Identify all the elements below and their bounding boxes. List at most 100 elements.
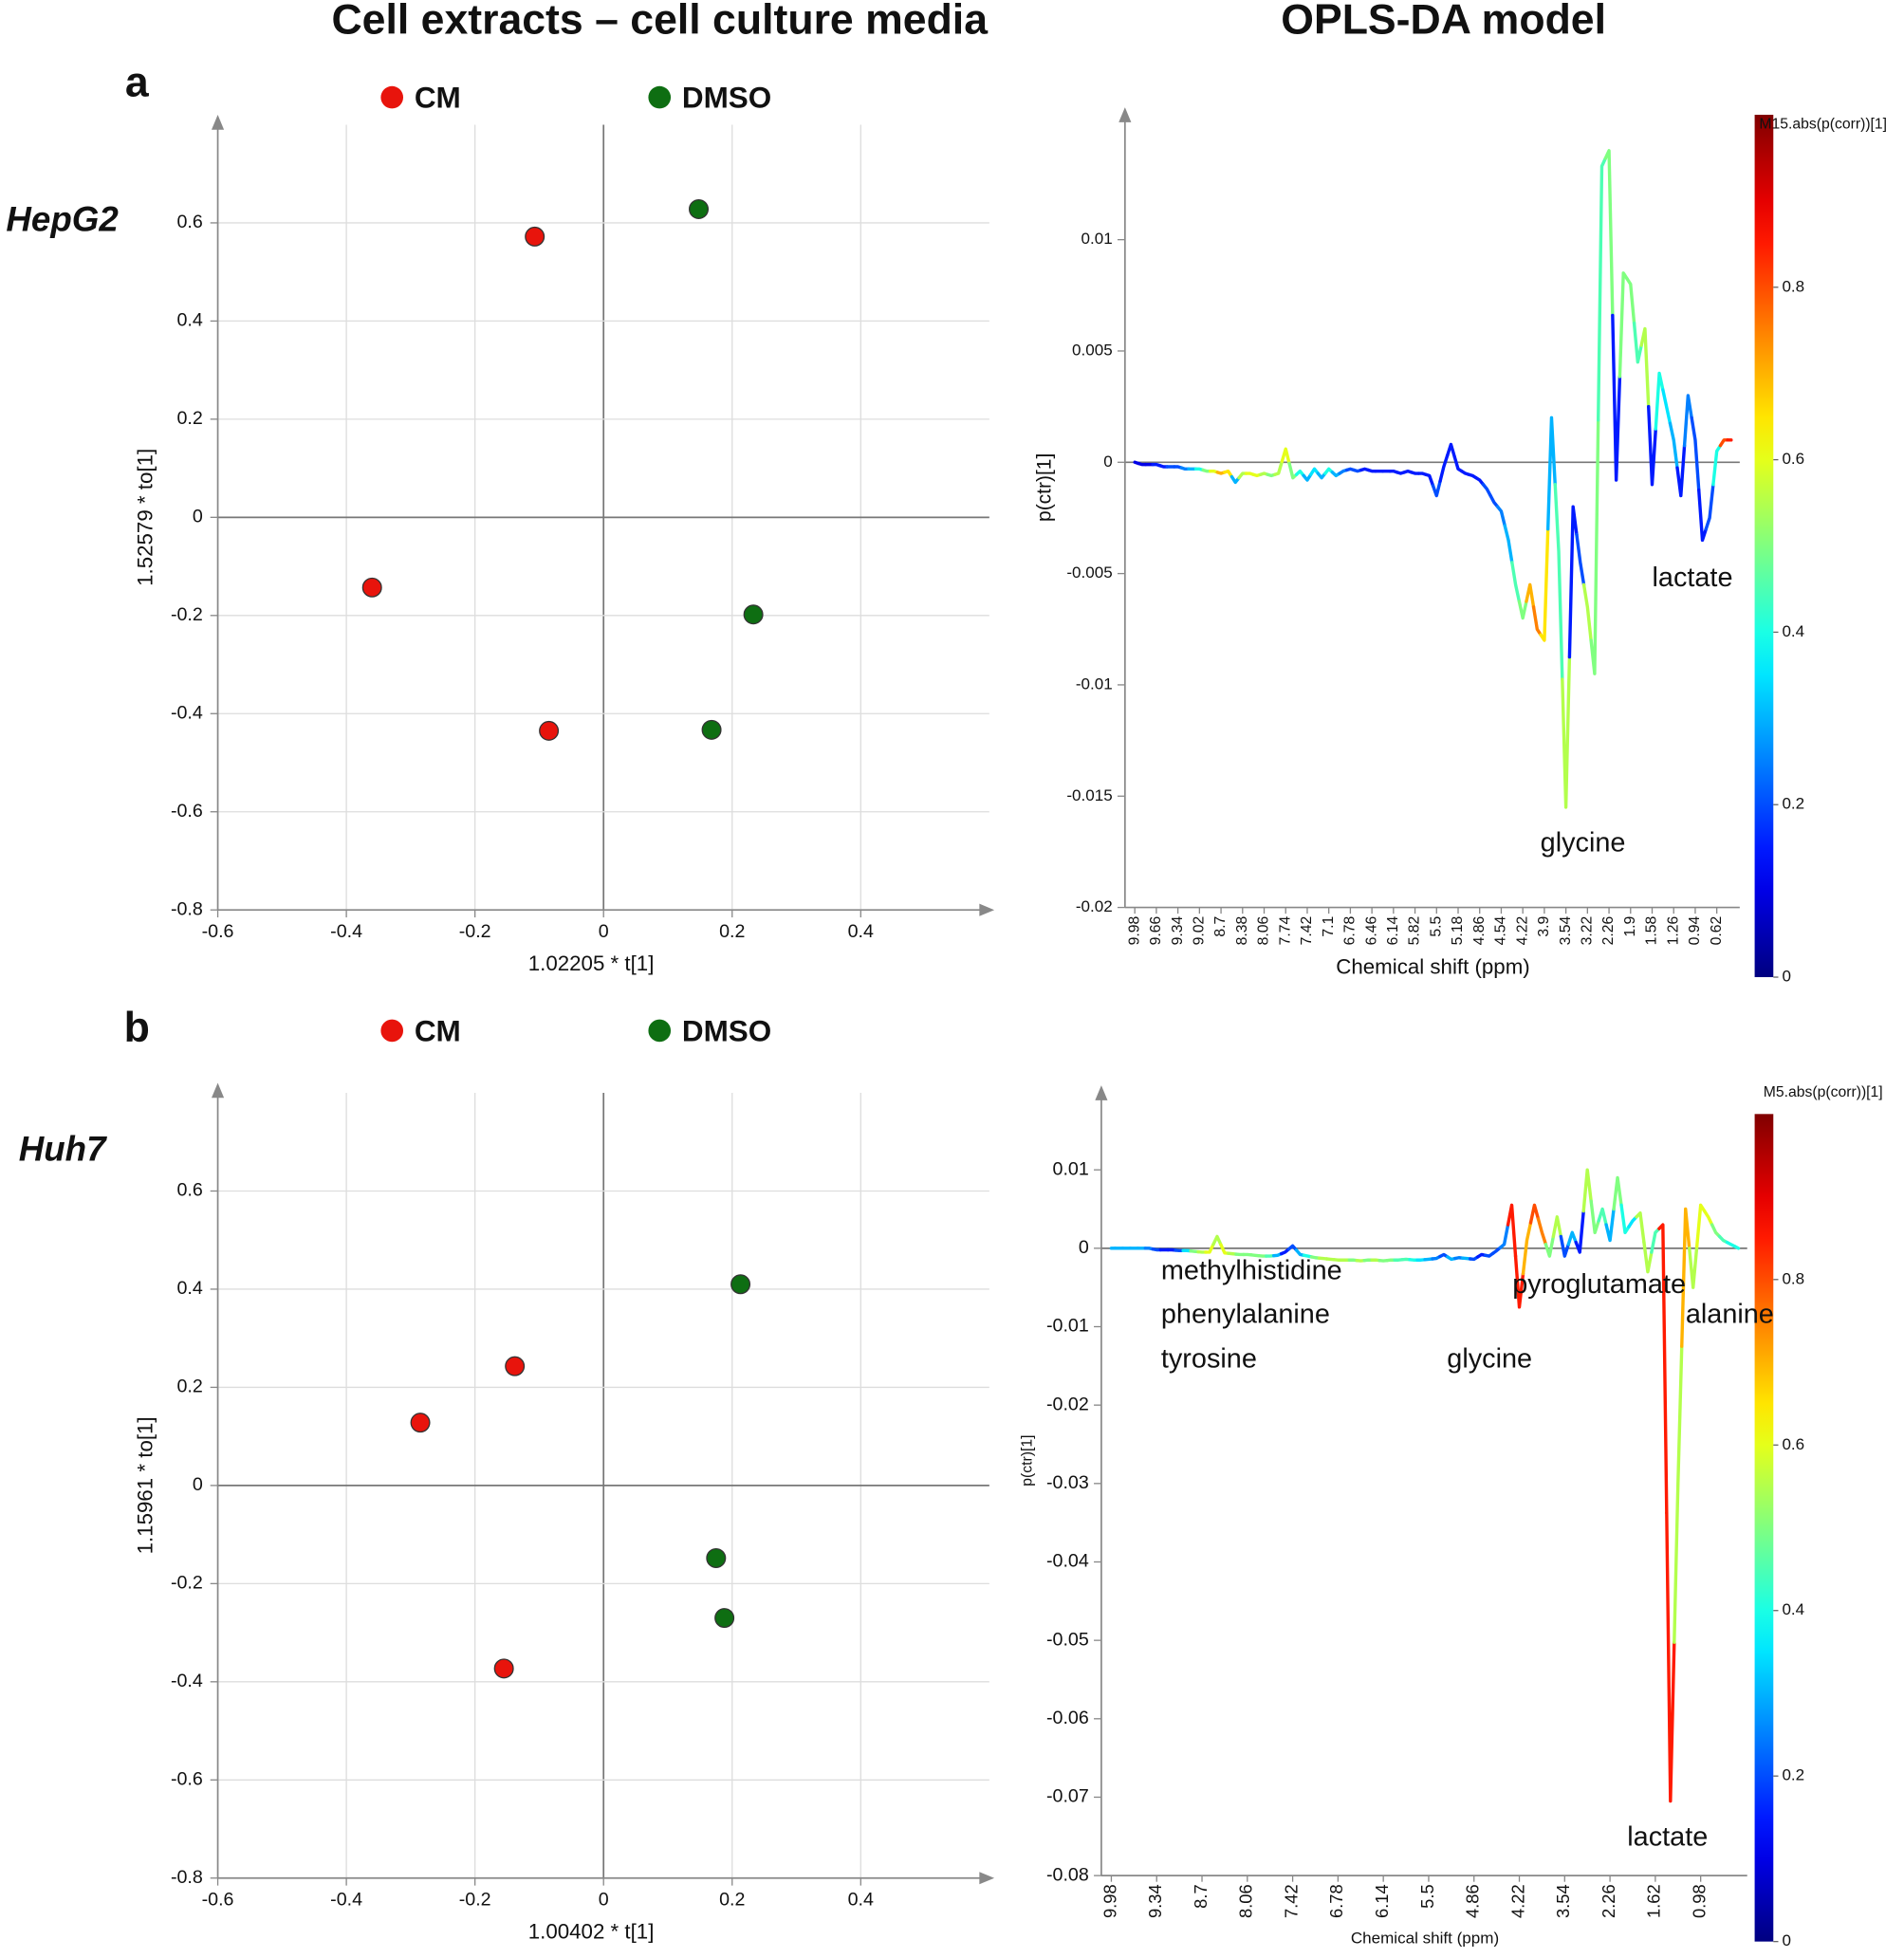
x-tick-label: 0	[599, 1890, 609, 1911]
x-tick-label: 2.26	[1600, 916, 1617, 946]
point	[525, 226, 545, 247]
spectrum-segment	[1452, 454, 1464, 473]
spectrum-segment	[1536, 1217, 1548, 1247]
x-axis-label: Chemical shift (ppm)	[1336, 955, 1529, 979]
x-tick-label: 5.5	[1417, 1884, 1437, 1909]
point	[539, 720, 560, 741]
spectrum-segment	[1680, 1207, 1691, 1348]
spectrum-segment	[1639, 326, 1651, 409]
right-title: OPLS-DA model	[1281, 0, 1606, 44]
y-tick-label: -0.015	[1066, 786, 1112, 804]
point	[706, 1547, 727, 1568]
spectrum-segment	[1673, 1344, 1684, 1644]
colorbar-tick-label: 0	[1782, 1931, 1790, 1949]
spectrum-segment	[1581, 582, 1593, 642]
x-tick-label: 8.7	[1191, 1884, 1211, 1909]
x-tick-label: 5.5	[1428, 916, 1444, 937]
spectrum-segment	[1431, 479, 1442, 498]
y-axis-label: p(ctr)[1]	[1033, 453, 1055, 522]
y-tick-label: 0.01	[1053, 1158, 1089, 1179]
x-tick-label: -0.2	[459, 1890, 491, 1911]
spectrum-segment	[1553, 483, 1564, 681]
spectrum-segment	[1675, 443, 1687, 498]
axis-arrow	[1118, 107, 1132, 122]
x-tick-label: 4.86	[1463, 1884, 1483, 1918]
x-tick-label: 3.9	[1536, 916, 1552, 937]
y-tick-label: -0.06	[1046, 1708, 1089, 1728]
y-tick-label: -0.04	[1046, 1551, 1089, 1572]
annotation: lactate	[1653, 563, 1733, 593]
point	[493, 1658, 514, 1679]
y-tick-label: -0.6	[171, 801, 203, 822]
panel-label: a	[125, 59, 150, 105]
spectrum-segment	[1581, 1168, 1593, 1213]
spectrum-segment	[1710, 1223, 1722, 1239]
spectrum-segment	[1279, 1247, 1291, 1256]
legend-marker	[648, 1019, 672, 1043]
x-tick-label: 9.34	[1170, 916, 1186, 946]
x-tick-label: 9.34	[1145, 1884, 1165, 1918]
spectrum-segment	[1474, 476, 1486, 487]
spectrum-segment	[1445, 442, 1456, 459]
x-tick-label: 9.02	[1192, 916, 1208, 946]
colorbar-tick-label: 0.6	[1782, 450, 1804, 468]
spectrum-segment	[1642, 1240, 1654, 1274]
x-tick-label: 7.42	[1299, 916, 1315, 946]
spectrum-segment	[1690, 416, 1701, 492]
y-tick-label: 0	[1079, 1237, 1089, 1258]
x-tick-label: 3.54	[1553, 1884, 1573, 1918]
y-tick-label: -0.05	[1046, 1629, 1089, 1650]
y-tick-label: -0.02	[1046, 1394, 1089, 1414]
y-axis-label: 1.52579 * to[1]	[134, 449, 157, 586]
x-axis-label: 1.00402 * t[1]	[528, 1919, 655, 1943]
y-tick-label: -0.03	[1046, 1472, 1089, 1493]
spectrum-segment	[1204, 1243, 1215, 1254]
y-tick-label: 0.005	[1072, 341, 1113, 359]
spectrum-segment	[1302, 472, 1313, 482]
x-tick-label: 0.2	[719, 921, 745, 942]
x-tick-label: 8.06	[1256, 916, 1272, 946]
spectrum-segment	[1688, 1245, 1699, 1289]
legend-label: DMSO	[682, 1014, 771, 1047]
spectrum-segment	[1567, 505, 1579, 659]
axis-arrow	[979, 903, 995, 916]
y-tick-label: -0.4	[171, 702, 203, 723]
spectrum-segment	[1559, 1234, 1570, 1258]
y-tick-label: 0	[193, 507, 203, 527]
colorbar-tick-label: 0.8	[1782, 1269, 1804, 1287]
spectrum-segment	[1661, 388, 1673, 425]
legend-marker	[380, 1019, 404, 1043]
spectrum-segment	[1323, 467, 1335, 475]
y-tick-label: -0.8	[171, 898, 203, 919]
x-tick-label: 8.06	[1236, 1884, 1256, 1918]
legend-label: DMSO	[682, 82, 771, 115]
x-tick-label: 2.26	[1599, 1884, 1618, 1918]
x-tick-label: 9.66	[1148, 916, 1164, 946]
colorbar-tick-label: 0.4	[1782, 622, 1804, 640]
x-tick-label: 6.78	[1326, 1884, 1346, 1918]
spectrum-segment	[1510, 561, 1522, 603]
colorbar	[1754, 1114, 1774, 1942]
colorbar-label: M5.abs(p(corr))[1]	[1764, 1084, 1883, 1100]
spectrum-segment	[1503, 524, 1514, 564]
colorbar-tick-label: 0.2	[1782, 795, 1804, 813]
y-axis-label: 1.15961 * to[1]	[134, 1416, 157, 1554]
spectrum-segment	[1650, 1227, 1661, 1254]
spectrum-segment	[1488, 493, 1500, 508]
legend-marker	[648, 85, 672, 109]
legend-label: CM	[415, 82, 461, 115]
x-axis-label: 1.02205 * t[1]	[528, 951, 655, 975]
spectrum-segment	[1711, 443, 1723, 487]
y-tick-label: -0.2	[171, 604, 203, 625]
spectrum-segment	[1544, 1234, 1556, 1258]
left-title: Cell extracts – cell culture media	[331, 0, 989, 44]
y-tick-label: -0.02	[1076, 897, 1113, 915]
spectrum-segment	[1539, 526, 1550, 642]
x-tick-label: 4.86	[1471, 916, 1488, 946]
axis-arrow	[1095, 1085, 1108, 1100]
spectrum-segment	[1211, 1234, 1223, 1247]
spectrum-segment	[1525, 582, 1536, 609]
x-tick-label: 6.14	[1372, 1884, 1392, 1918]
x-tick-label: 7.42	[1281, 1884, 1301, 1918]
